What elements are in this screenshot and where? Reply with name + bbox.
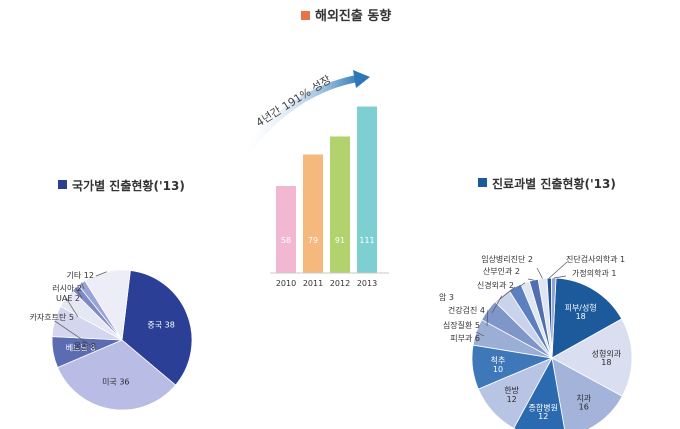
pie-slice-label: 치과 16 [576, 394, 591, 412]
country-section-marker [58, 180, 67, 189]
pie-slice-label: 기타 12 [67, 271, 94, 280]
pie-slice-중국 [121, 270, 193, 386]
pie-slice-label: 건강검진 4 [448, 305, 485, 315]
growth-arrow-head [353, 70, 370, 88]
main-title: 해외진출 동향 [315, 8, 391, 24]
pie-slice-label: 카자흐트탄 5 [30, 312, 74, 322]
pie-slice-label: 한방 12 [504, 385, 519, 404]
leader-line [75, 287, 83, 299]
leader-line [486, 310, 489, 327]
pie-slice-label: 산부인과 2 [483, 266, 520, 276]
pie-slice-label: 가정의학과 1 [572, 268, 616, 278]
pie-slice-성형외과 [551, 318, 633, 397]
pie-slice-label: 피부/성형 18 [565, 303, 597, 321]
bar-2012 [330, 136, 350, 273]
pie-slice-치과 [551, 357, 623, 429]
bar-category-label: 2013 [357, 279, 377, 288]
leader-line [476, 331, 485, 337]
bar-2010 [276, 186, 296, 273]
pie-slice-label: 피부과 6 [450, 334, 480, 343]
pie-slice-label: 암 3 [439, 292, 454, 302]
pie-slice-label: 신경외과 2 [477, 280, 514, 290]
title-marker [301, 11, 310, 20]
pie-slice-label: 미국 36 [102, 378, 129, 387]
bar-2011 [303, 154, 323, 273]
bar-value-label: 58 [281, 236, 291, 245]
bar-2013 [357, 106, 377, 273]
pie-slice-label: 종합병원 12 [528, 403, 557, 421]
bar-category-label: 2012 [330, 279, 350, 288]
department-section-marker [478, 178, 487, 187]
bar-value-label: 111 [359, 236, 374, 245]
bar-value-label: 91 [335, 236, 345, 245]
leader-line [95, 271, 107, 277]
pie-slice-미국 [57, 339, 177, 411]
leader-line [54, 320, 94, 348]
leader-line [518, 282, 526, 288]
pie-slice-label: UAE 2 [56, 294, 80, 303]
bar-value-label: 79 [308, 236, 318, 245]
pie-slice-label: 척추 10 [491, 356, 506, 374]
leader-line [553, 275, 567, 279]
pie-slice-label: 러시아 2 [52, 283, 82, 293]
bar-chart: 58 2010 79 2011 91 2012 111 2013 [270, 106, 389, 288]
leader-line [527, 278, 534, 281]
pie-slice-피부/성형 [551, 277, 623, 359]
leader-line [81, 282, 85, 290]
pie-slice-가정의학과 [551, 277, 557, 359]
pie-slice-label: 임상병리진단 2 [481, 254, 533, 264]
pie-slice-label: 베트남 8 [66, 343, 96, 352]
leader-line [536, 267, 543, 279]
pie-slice-label: 중국 38 [147, 321, 174, 330]
pie-slice-label: 몽골 8 [74, 342, 96, 351]
growth-arrow [237, 74, 361, 163]
bar-category-label: 2010 [276, 279, 296, 288]
department-pie-chart: 피부/성형 18 성형외과 18 치과 16 종합병원 12 한방 12 척추 10 피부과 6 심장질환… [439, 254, 633, 429]
leader-line [65, 297, 79, 318]
growth-annotation: 4년간 191% 성장 [254, 73, 334, 130]
pie-slice-label: 진단검사의학과 1 [566, 254, 625, 264]
department-pie-title: 진료과별 진출현황('13) [492, 176, 616, 191]
pie-slice-label: 심장질환 5 [443, 320, 480, 330]
bar-category-label: 2011 [303, 279, 323, 288]
leader-line [549, 261, 568, 279]
country-pie-title: 국가별 진출현황('13) [72, 178, 185, 193]
leader-line [499, 286, 516, 300]
pie-slice-label: 성형외과 18 [592, 348, 622, 367]
